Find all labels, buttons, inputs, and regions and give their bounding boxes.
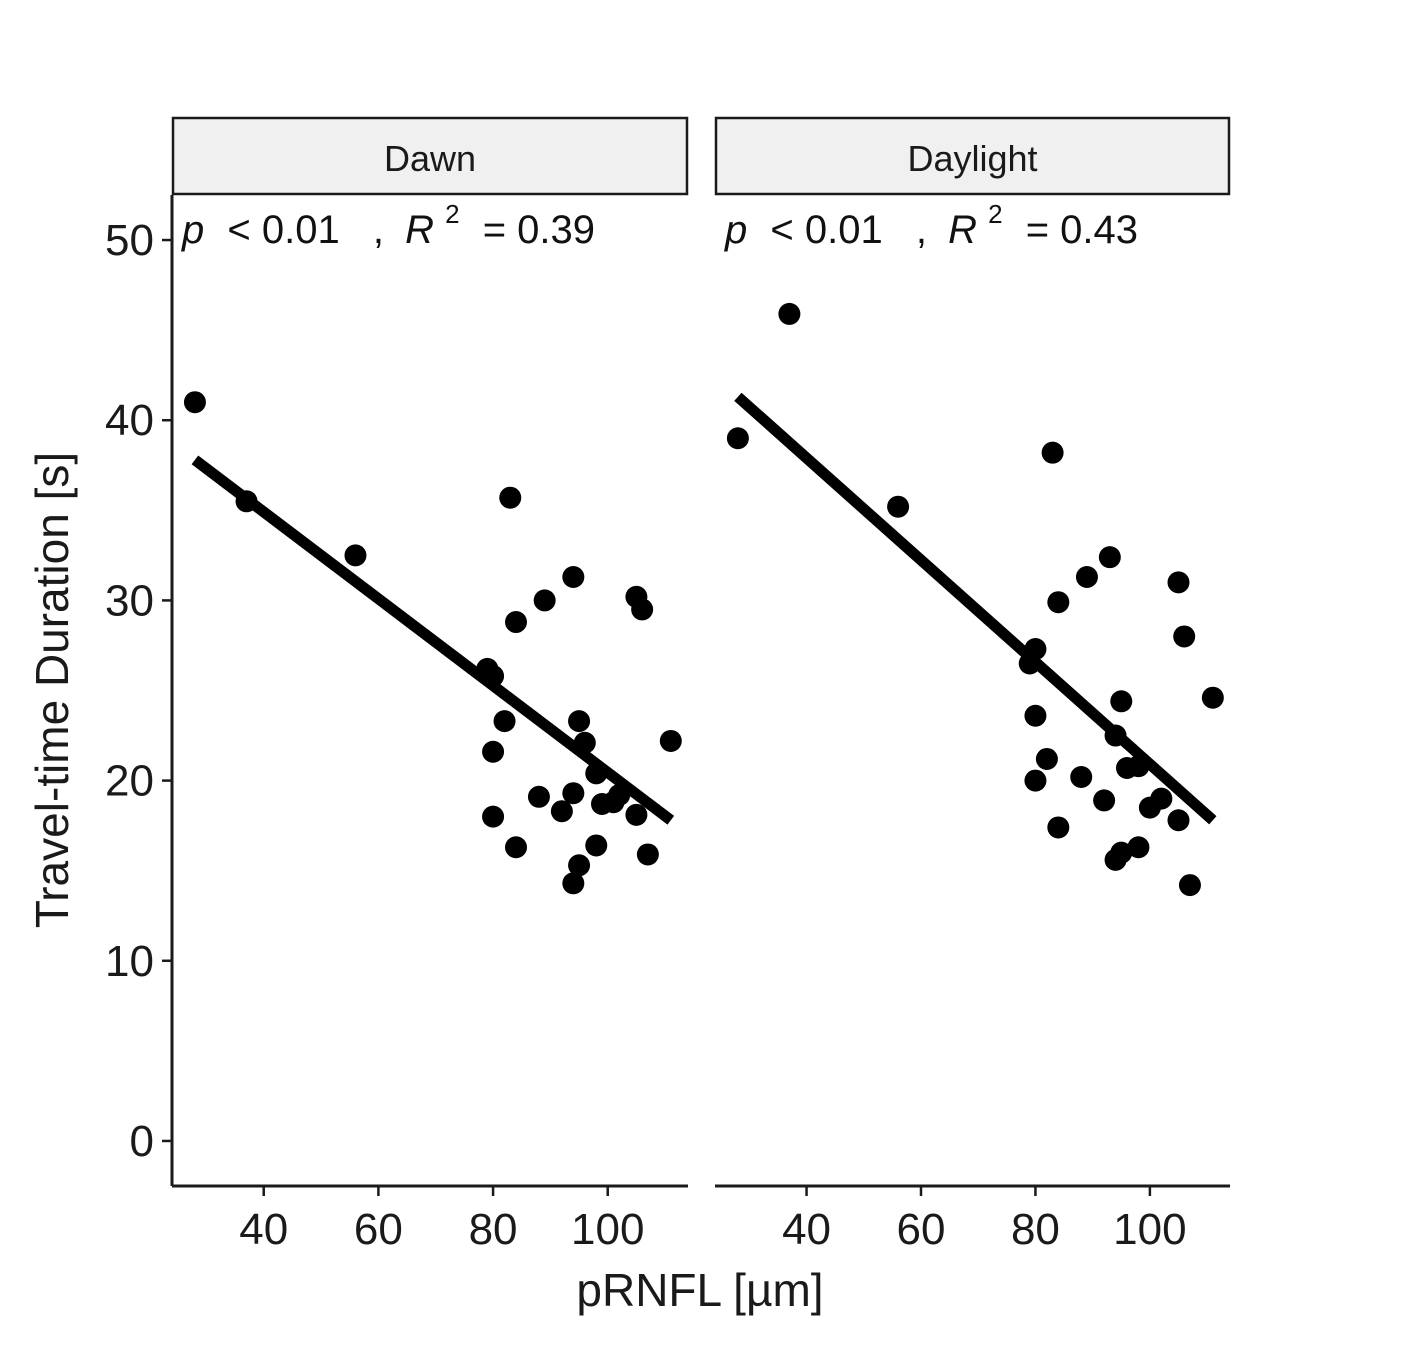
marks-daylight [726, 302, 1224, 897]
r-value-text: = 0.39 [483, 208, 595, 252]
data-point [1070, 765, 1093, 788]
data-point [1110, 690, 1133, 713]
facet-panel-dawn: Dawn p < 0.01 , R 2 = 0.39 0 10 20 30 40 50 40… [105, 116, 689, 1254]
regression-line [734, 392, 1217, 825]
facet-strip-label-daylight: Daylight [907, 138, 1037, 179]
data-point [499, 486, 522, 509]
data-point [636, 843, 659, 866]
data-point [1127, 836, 1150, 859]
data-point [1035, 747, 1058, 770]
data-point [1167, 809, 1190, 832]
x-tick-label: 80 [469, 1205, 518, 1254]
data-point [562, 872, 585, 895]
p-symbol: p [724, 208, 747, 252]
data-point [1024, 769, 1047, 792]
facet-strip-daylight [714, 116, 1231, 196]
x-tick-label: 40 [782, 1205, 831, 1254]
data-point [1127, 755, 1150, 778]
data-point [1178, 874, 1201, 897]
data-point [235, 490, 258, 513]
data-point [1024, 638, 1047, 661]
marks-dawn [183, 391, 682, 895]
data-point [562, 782, 585, 805]
p-value-text: < 0.01 [770, 208, 882, 252]
y-tick-label: 10 [105, 937, 154, 986]
data-point [183, 391, 206, 414]
data-point [550, 800, 573, 823]
data-point [1201, 686, 1224, 709]
data-point [527, 785, 550, 808]
axes-daylight: 40 60 80 100 [715, 1184, 1230, 1254]
x-tick-label: 60 [354, 1205, 403, 1254]
data-point [887, 495, 910, 518]
data-point [493, 710, 516, 733]
r-superscript: 2 [988, 199, 1002, 229]
data-point [631, 598, 654, 621]
x-tick-label: 80 [1011, 1205, 1060, 1254]
data-point [505, 836, 527, 859]
data-point [1047, 816, 1070, 839]
x-axis-title: pRNFL [µm] [576, 1264, 823, 1316]
regression-line [191, 455, 675, 825]
facet-strip-dawn [171, 116, 689, 196]
data-point [1047, 591, 1070, 614]
y-tick-label: 30 [105, 576, 154, 625]
facet-panel-daylight: Daylight p < 0.01 , R 2 = 0.43 40 60 80 100 [714, 116, 1231, 1254]
data-point [533, 589, 556, 612]
data-point [1093, 789, 1116, 812]
data-point [568, 710, 591, 733]
p-symbol: p [181, 208, 204, 252]
facet-strip-label-dawn: Dawn [384, 138, 476, 179]
y-tick-label: 20 [105, 757, 154, 806]
r-superscript: 2 [445, 199, 459, 229]
x-tick-label: 100 [1113, 1205, 1186, 1254]
data-point [585, 834, 608, 857]
data-point [1041, 441, 1064, 464]
r-value-text: = 0.43 [1026, 208, 1138, 252]
data-point [726, 427, 749, 450]
data-point [1075, 565, 1098, 588]
r-symbol: R [405, 208, 434, 252]
data-point [1098, 546, 1121, 569]
axes-dawn: 0 10 20 30 40 50 40 60 80 100 [105, 195, 688, 1254]
data-point [778, 302, 801, 325]
y-tick-label: 50 [105, 216, 154, 265]
x-tick-label: 100 [571, 1205, 644, 1254]
x-tick-label: 60 [897, 1205, 946, 1254]
data-point [1173, 625, 1196, 648]
data-point [1024, 704, 1047, 727]
data-point [1110, 841, 1133, 864]
y-axis-title: Travel-time Duration [s] [26, 452, 78, 928]
data-point [1104, 724, 1127, 747]
data-point [608, 784, 631, 807]
y-tick-label: 0 [130, 1117, 154, 1166]
data-point [625, 803, 648, 826]
data-point [573, 731, 596, 754]
data-point [1150, 787, 1173, 810]
p-value-text: < 0.01 [227, 208, 339, 252]
data-point [659, 729, 682, 752]
x-tick-label: 40 [239, 1205, 288, 1254]
data-point [585, 762, 608, 785]
y-tick-label: 40 [105, 396, 154, 445]
r-symbol: R [948, 208, 977, 252]
data-point [344, 544, 367, 567]
data-point [568, 854, 591, 877]
data-point [562, 565, 585, 588]
data-point [482, 665, 505, 688]
data-point [482, 740, 505, 763]
data-point [482, 805, 505, 828]
stats-annotation-daylight: p < 0.01 , R 2 = 0.43 [724, 188, 1138, 252]
annotation-comma: , [916, 208, 927, 252]
stats-annotation-dawn: p < 0.01 , R 2 = 0.39 [181, 188, 595, 252]
data-point [1167, 571, 1190, 594]
data-point [505, 611, 527, 634]
annotation-comma: , [373, 208, 384, 252]
